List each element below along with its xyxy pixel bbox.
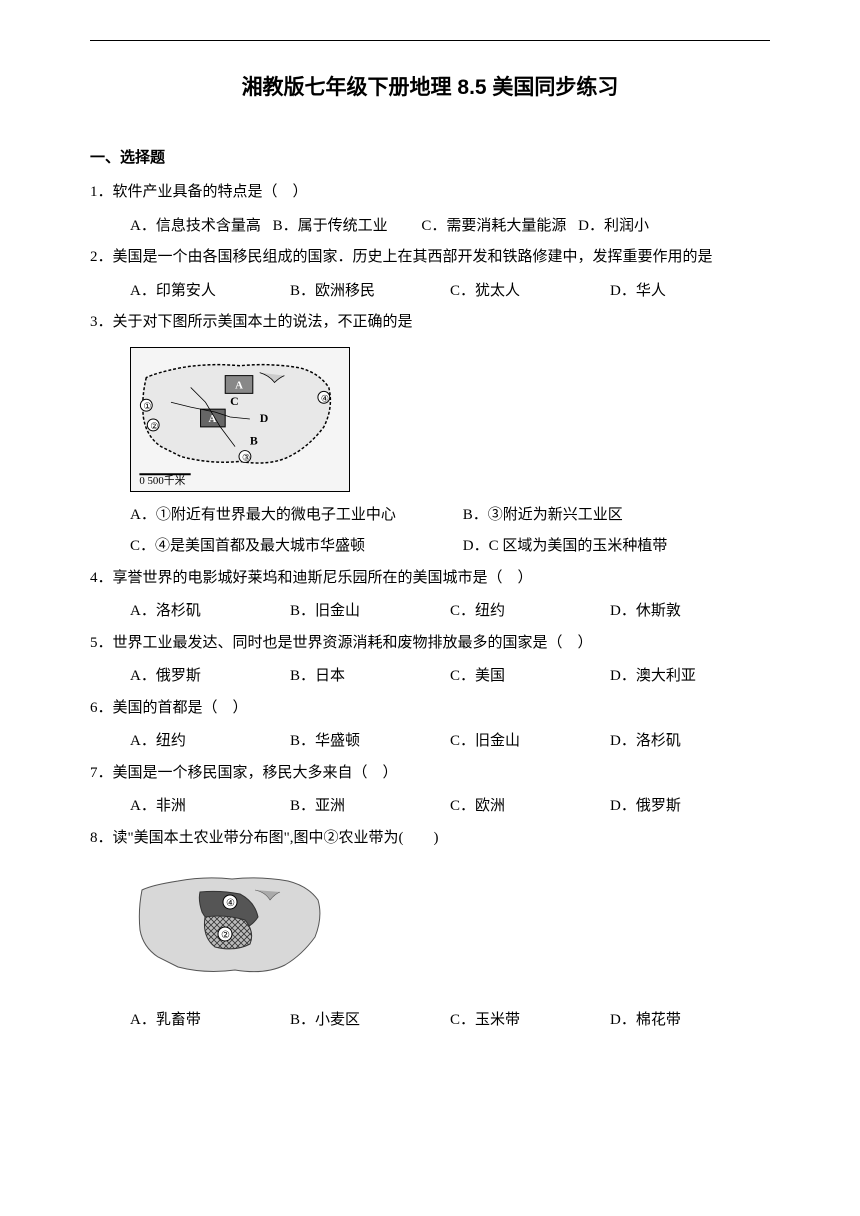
q6-option-d: D．洛杉矶 <box>610 726 770 758</box>
q2-option-c: C．犹太人 <box>450 276 610 308</box>
q3-option-c: C．④是美国首都及最大城市华盛顿 <box>130 531 463 563</box>
question-1-options: A．信息技术含量高 B．属于传统工业 C．需要消耗大量能源 D．利润小 <box>90 211 770 243</box>
q8-usa-agriculture-map: ④ ② <box>130 862 330 992</box>
question-7: 7．美国是一个移民国家，移民大多来自（ ） <box>90 758 770 790</box>
q5-option-d: D．澳大利亚 <box>610 661 770 693</box>
svg-text:D: D <box>260 410 269 424</box>
q6-option-a: A．纽约 <box>130 726 290 758</box>
question-4-options: A．洛杉矶 B．旧金山 C．纽约 D．休斯敦 <box>90 596 770 628</box>
q5-option-a: A．俄罗斯 <box>130 661 290 693</box>
question-3-options: A．①附近有世界最大的微电子工业中心 B．③附近为新兴工业区 C．④是美国首都及… <box>90 500 770 563</box>
q4-option-a: A．洛杉矶 <box>130 596 290 628</box>
question-5: 5．世界工业最发达、同时也是世界资源消耗和废物排放最多的国家是（ ） <box>90 628 770 660</box>
q3-option-a: A．①附近有世界最大的微电子工业中心 <box>130 500 463 532</box>
q7-option-b: B．亚洲 <box>290 791 450 823</box>
q1-option-b: B．属于传统工业 <box>273 218 388 234</box>
question-8: 8．读"美国本土农业带分布图",图中②农业带为( ) <box>90 823 770 855</box>
question-7-options: A．非洲 B．亚洲 C．欧洲 D．俄罗斯 <box>90 791 770 823</box>
q4-option-c: C．纽约 <box>450 596 610 628</box>
q2-option-d: D．华人 <box>610 276 770 308</box>
top-divider <box>90 40 770 41</box>
q5-option-c: C．美国 <box>450 661 610 693</box>
q6-option-c: C．旧金山 <box>450 726 610 758</box>
q1-option-d: D．利润小 <box>578 218 649 234</box>
q8-option-c: C．玉米带 <box>450 1005 610 1037</box>
q8-option-b: B．小麦区 <box>290 1005 450 1037</box>
svg-text:C: C <box>230 394 239 408</box>
q2-option-b: B．欧洲移民 <box>290 276 450 308</box>
q3-usa-map: A A C D B ① ② ③ ④ 0 500千米 <box>130 347 350 492</box>
map-scale-text: 0 500千米 <box>139 474 185 487</box>
q4-option-d: D．休斯敦 <box>610 596 770 628</box>
q1-option-a: A．信息技术含量高 <box>130 218 261 234</box>
svg-text:②: ② <box>150 420 158 430</box>
question-2: 2．美国是一个由各国移民组成的国家．历史上在其西部开发和铁路修建中，发挥重要作用… <box>90 242 770 274</box>
section-header: 一、选择题 <box>90 146 770 167</box>
question-5-options: A．俄罗斯 B．日本 C．美国 D．澳大利亚 <box>90 661 770 693</box>
q3-option-b: B．③附近为新兴工业区 <box>463 500 770 532</box>
q7-option-d: D．俄罗斯 <box>610 791 770 823</box>
svg-text:②: ② <box>221 930 230 941</box>
svg-text:③: ③ <box>242 452 250 462</box>
q1-option-c: C．需要消耗大量能源 <box>421 218 566 234</box>
q5-option-b: B．日本 <box>290 661 450 693</box>
question-8-options: A．乳畜带 B．小麦区 C．玉米带 D．棉花带 <box>90 1005 770 1037</box>
question-2-options: A．印第安人 B．欧洲移民 C．犹太人 D．华人 <box>90 276 770 308</box>
svg-text:B: B <box>250 433 258 447</box>
q7-option-c: C．欧洲 <box>450 791 610 823</box>
q8-map-container: ④ ② <box>130 862 770 997</box>
q4-option-b: B．旧金山 <box>290 596 450 628</box>
q8-option-a: A．乳畜带 <box>130 1005 290 1037</box>
page-title: 湘教版七年级下册地理 8.5 美国同步练习 <box>90 71 770 101</box>
q3-map-container: A A C D B ① ② ③ ④ 0 500千米 <box>130 347 770 492</box>
svg-text:①: ① <box>143 401 151 411</box>
question-1: 1．软件产业具备的特点是（ ） <box>90 177 770 209</box>
q7-option-a: A．非洲 <box>130 791 290 823</box>
question-6-options: A．纽约 B．华盛顿 C．旧金山 D．洛杉矶 <box>90 726 770 758</box>
q2-option-a: A．印第安人 <box>130 276 290 308</box>
question-6: 6．美国的首都是（ ） <box>90 693 770 725</box>
q3-option-d: D．C 区域为美国的玉米种植带 <box>463 531 770 563</box>
svg-text:④: ④ <box>321 393 329 403</box>
question-4: 4．享誉世界的电影城好莱坞和迪斯尼乐园所在的美国城市是（ ） <box>90 563 770 595</box>
svg-text:A: A <box>235 379 243 391</box>
svg-text:④: ④ <box>226 898 235 909</box>
question-3: 3．关于对下图所示美国本土的说法，不正确的是 <box>90 307 770 339</box>
q6-option-b: B．华盛顿 <box>290 726 450 758</box>
q8-option-d: D．棉花带 <box>610 1005 770 1037</box>
usa-map-svg: A A C D B ① ② ③ ④ 0 500千米 <box>131 348 349 491</box>
